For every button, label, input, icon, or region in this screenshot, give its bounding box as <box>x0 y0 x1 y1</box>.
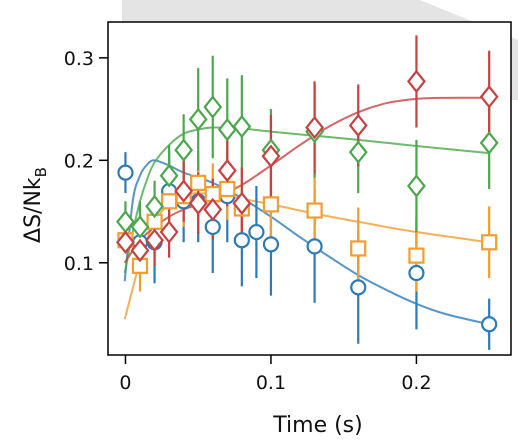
data-point-circle <box>117 164 134 181</box>
data-point-diamond <box>188 191 208 216</box>
data-point-diamond <box>407 174 426 198</box>
data-point-diamond <box>479 85 499 109</box>
y-tick-label: 0.2 <box>64 150 94 172</box>
data-point-square <box>262 196 280 213</box>
data-point-diamond <box>203 95 223 119</box>
data-point-diamond <box>348 113 368 138</box>
data-point-diamond <box>188 107 208 132</box>
y-axis-label: ΔS/NkB <box>21 167 50 243</box>
data-point-square <box>190 174 207 191</box>
data-point-square <box>350 240 367 257</box>
data-point-diamond <box>203 197 223 222</box>
data-point-diamond <box>130 238 150 263</box>
y-axis-label-subscript: B <box>32 167 50 177</box>
data-point-diamond <box>174 179 194 203</box>
data-point-square <box>408 247 425 264</box>
data-point-diamond <box>159 220 179 244</box>
data-markers <box>116 69 499 333</box>
x-axis-label: Time (s) <box>272 413 362 438</box>
data-point-diamond <box>407 69 426 94</box>
y-tick-label: 0.1 <box>64 253 94 275</box>
x-tick-label: 0.1 <box>256 372 286 394</box>
x-tick-label: 0 <box>119 372 131 394</box>
data-point-diamond <box>261 144 281 168</box>
data-point-diamond <box>232 191 252 216</box>
data-point-diamond <box>217 158 237 183</box>
data-point-circle <box>481 316 498 333</box>
plot-area: 0 0.1 0.2 0.1 0.2 0.3 <box>64 0 518 394</box>
data-point-circle <box>248 223 265 241</box>
data-point-diamond <box>232 114 252 139</box>
data-point-diamond <box>145 194 164 219</box>
data-point-circle <box>350 279 367 296</box>
x-axis: 0 0.1 0.2 <box>119 355 432 394</box>
x-tick-label: 0.2 <box>401 372 431 394</box>
y-axis-label-main: ΔS/Nk <box>21 177 46 243</box>
data-point-square <box>481 234 498 251</box>
data-point-diamond <box>145 228 164 253</box>
y-tick-label: 0.3 <box>64 48 94 70</box>
data-point-diamond <box>348 140 368 164</box>
data-point-square <box>306 202 323 219</box>
data-point-square <box>161 193 178 210</box>
data-point-diamond <box>159 163 179 188</box>
data-point-diamond <box>116 230 135 255</box>
data-point-circle <box>204 218 221 236</box>
data-point-diamond <box>305 115 325 140</box>
data-point-diamond <box>479 131 499 155</box>
data-point-diamond <box>130 215 150 239</box>
data-point-diamond <box>174 138 194 162</box>
data-point-circle <box>306 238 323 255</box>
data-point-circle <box>408 264 425 282</box>
data-point-circle <box>233 232 250 249</box>
data-point-square <box>219 180 236 198</box>
y-axis: 0.1 0.2 0.3 <box>64 48 108 275</box>
data-point-diamond <box>217 117 237 142</box>
data-point-circle <box>262 236 280 253</box>
